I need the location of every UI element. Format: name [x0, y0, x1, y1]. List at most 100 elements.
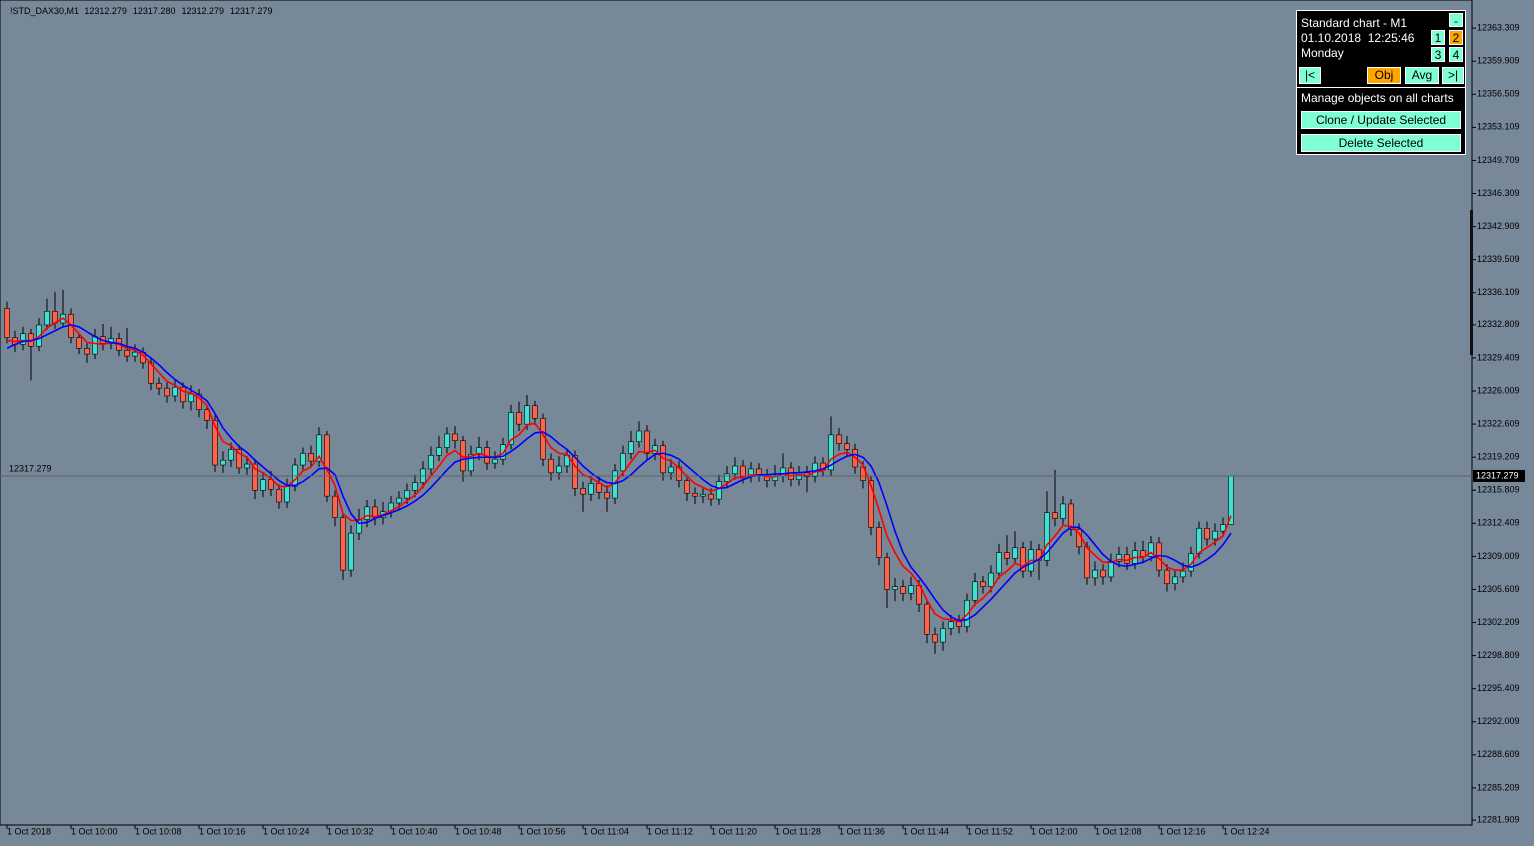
page-button[interactable]: 2: [1449, 30, 1463, 45]
candle-body: [988, 572, 994, 587]
candle-body: [588, 483, 594, 495]
candle-body: [924, 603, 930, 635]
y-tick-label: 12305.609: [1477, 584, 1520, 594]
page-button[interactable]: 3: [1431, 47, 1445, 62]
bid-box: [1473, 469, 1525, 482]
candle-body: [236, 449, 242, 469]
candle-body: [940, 628, 946, 643]
candle-body: [1116, 554, 1122, 562]
nav-button[interactable]: Avg: [1405, 67, 1439, 84]
candle-body: [692, 492, 698, 497]
chart-header: !STD_DAX30,M1 12312.279 12317.280 12312.279…: [10, 6, 273, 16]
candle-body: [1204, 527, 1210, 540]
candle-body: [668, 466, 674, 474]
y-tick-label: 12281.909: [1477, 814, 1520, 824]
clone-button[interactable]: Clone / Update Selected: [1301, 111, 1461, 129]
y-tick-label: 12315.809: [1477, 485, 1520, 495]
y-tick-label: 12326.009: [1477, 385, 1520, 395]
page-button[interactable]: 4: [1449, 47, 1463, 62]
candle-body: [124, 349, 130, 357]
nav-button[interactable]: |<: [1299, 67, 1321, 84]
candle-body: [172, 386, 178, 397]
candle-body: [844, 443, 850, 450]
nav-button[interactable]: >|: [1442, 67, 1464, 84]
candle-body: [836, 434, 842, 444]
symbol: !STD_DAX30,M1: [10, 6, 79, 16]
candle-body: [1004, 552, 1010, 559]
candle-body: [948, 621, 954, 629]
candle-body: [1092, 569, 1098, 579]
candle-body: [196, 393, 202, 410]
candle-body: [332, 495, 338, 518]
candle-body: [108, 338, 114, 344]
candle-body: [476, 447, 482, 455]
candle-body: [716, 481, 722, 500]
x-tick-label: 1 Oct 11:12: [647, 826, 693, 836]
x-tick-label: 1 Oct 12:08: [1095, 826, 1142, 836]
candle-body: [180, 386, 186, 403]
candle-body: [428, 455, 434, 470]
candle-body: [532, 405, 538, 419]
y-tick-label: 12312.409: [1477, 518, 1520, 528]
candle-body: [580, 488, 586, 495]
candle-body: [252, 463, 258, 491]
control-panel: Standard chart - M1 01.10.2018 12:25:46 …: [1296, 10, 1466, 155]
candle-body: [300, 453, 306, 466]
x-tick-label: 1 Oct 11:44: [903, 826, 949, 836]
panel-divider: [1297, 87, 1465, 88]
minimize-button[interactable]: -: [1449, 13, 1463, 28]
candle-body: [364, 506, 370, 520]
page-button[interactable]: 1: [1431, 30, 1445, 45]
header-value: 12312.279: [84, 6, 127, 16]
y-tick-label: 12302.209: [1477, 617, 1520, 627]
nav-button[interactable]: Obj: [1367, 67, 1401, 84]
candle-body: [1140, 550, 1146, 557]
y-tick-label: 12295.409: [1477, 683, 1520, 693]
candle-body: [980, 581, 986, 587]
x-tick-label: 1 Oct 12:00: [1031, 826, 1078, 836]
candle-body: [1164, 569, 1170, 585]
candle-body: [972, 581, 978, 601]
x-tick-label: 1 Oct 10:16: [199, 826, 246, 836]
candle-body: [388, 502, 394, 513]
candle-body: [604, 491, 610, 499]
candle-body: [1100, 569, 1106, 578]
candle-body: [556, 465, 562, 474]
x-tick-label: 1 Oct 12:16: [1159, 826, 1206, 836]
candle-body: [212, 419, 218, 466]
candle-body: [1052, 512, 1058, 519]
plot-area: [0, 0, 1473, 826]
candle-body: [220, 459, 226, 466]
x-tick-label: 1 Oct 11:52: [967, 826, 1013, 836]
candle-body: [1212, 530, 1218, 540]
candle-body: [132, 351, 138, 357]
candle-body: [892, 586, 898, 590]
candle-body: [740, 465, 746, 478]
candle-body: [1196, 527, 1202, 554]
candle-body: [1180, 570, 1186, 578]
header-value: 12317.279: [230, 6, 273, 16]
x-tick-label: 1 Oct 11:20: [711, 826, 757, 836]
y-tick-label: 12353.109: [1477, 122, 1520, 132]
panel-datetime: 01.10.2018 12:25:46: [1301, 31, 1415, 45]
candle-body: [492, 458, 498, 464]
candle-body: [452, 433, 458, 442]
candle-body: [1108, 561, 1114, 578]
delete-button[interactable]: Delete Selected: [1301, 134, 1461, 152]
candle-body: [1172, 576, 1178, 585]
y-tick-label: 12346.309: [1477, 188, 1520, 198]
candle-body: [916, 585, 922, 605]
candle-body: [548, 458, 554, 474]
manage-label: Manage objects on all charts: [1301, 91, 1454, 105]
candle-body: [1044, 512, 1050, 561]
candle-body: [76, 337, 82, 349]
candle-body: [1068, 503, 1074, 530]
candle-body: [436, 447, 442, 456]
candle-body: [260, 479, 266, 491]
candle-body: [868, 480, 874, 528]
candle-body: [204, 409, 210, 421]
candle-body: [756, 468, 762, 476]
candle-body: [404, 490, 410, 499]
candle-body: [708, 493, 714, 500]
